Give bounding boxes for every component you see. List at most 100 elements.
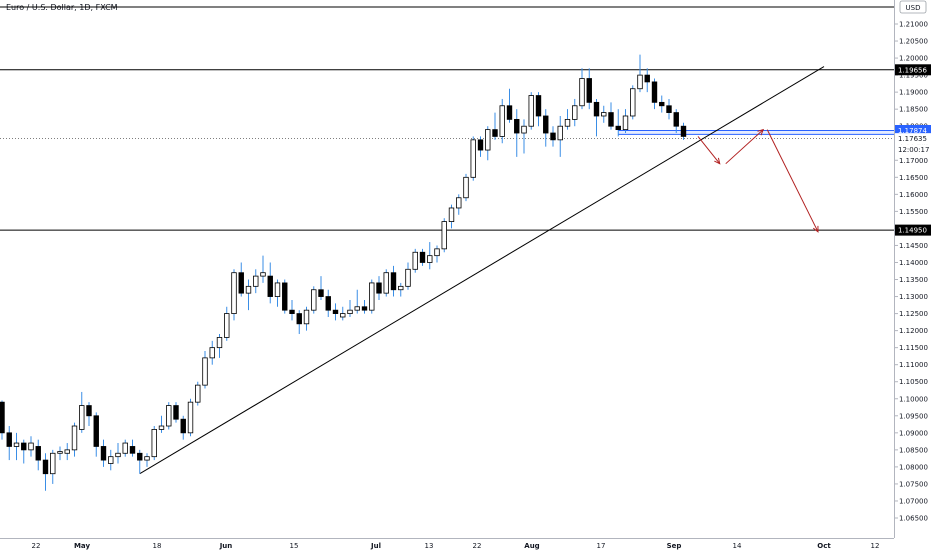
candle[interactable] xyxy=(180,415,186,440)
projection-arrow[interactable] xyxy=(697,136,721,165)
candle[interactable] xyxy=(224,306,230,341)
candle[interactable] xyxy=(195,381,201,406)
candle[interactable] xyxy=(100,439,107,467)
candle[interactable] xyxy=(35,439,41,471)
candle[interactable] xyxy=(332,303,339,321)
candle[interactable] xyxy=(492,112,498,140)
candle[interactable] xyxy=(528,92,534,130)
candle[interactable] xyxy=(412,248,418,273)
candle[interactable] xyxy=(289,299,295,321)
candle[interactable] xyxy=(680,122,687,140)
candle[interactable] xyxy=(340,306,346,321)
candle[interactable] xyxy=(398,282,404,297)
candle[interactable] xyxy=(659,95,665,113)
candle[interactable] xyxy=(666,98,672,120)
candle[interactable] xyxy=(28,436,34,457)
candle[interactable] xyxy=(311,286,317,314)
trend-line[interactable] xyxy=(139,66,825,475)
candle[interactable] xyxy=(579,68,585,110)
candle[interactable] xyxy=(564,109,571,130)
candle[interactable] xyxy=(543,109,549,147)
candle[interactable] xyxy=(347,299,353,317)
candle[interactable] xyxy=(267,262,273,304)
candle[interactable] xyxy=(456,194,462,215)
candle[interactable] xyxy=(477,136,484,157)
candle[interactable] xyxy=(50,449,56,484)
candle[interactable] xyxy=(216,334,223,358)
candle[interactable] xyxy=(644,68,650,93)
candle[interactable] xyxy=(296,310,302,335)
candle[interactable] xyxy=(151,426,157,461)
candle[interactable] xyxy=(13,432,20,461)
candle[interactable] xyxy=(390,265,397,297)
candle[interactable] xyxy=(86,402,92,427)
candle[interactable] xyxy=(608,102,614,130)
candle[interactable] xyxy=(64,443,70,461)
price-axis[interactable]: 1.06500 1.07000 1.07500 1.08000 1.08500 1.090… xyxy=(894,21,928,523)
candle[interactable] xyxy=(521,119,527,154)
candle[interactable] xyxy=(622,109,629,134)
candle[interactable] xyxy=(282,279,288,314)
candle[interactable] xyxy=(593,98,600,137)
candle[interactable] xyxy=(253,269,259,294)
candle[interactable] xyxy=(209,340,215,365)
candle[interactable] xyxy=(615,109,621,137)
candle[interactable] xyxy=(376,276,382,300)
candle[interactable] xyxy=(6,426,12,461)
projection-arrow[interactable] xyxy=(725,128,765,165)
candle[interactable] xyxy=(499,98,505,144)
candle[interactable] xyxy=(485,126,491,161)
candle[interactable] xyxy=(57,446,63,461)
candle[interactable] xyxy=(448,204,455,229)
candle[interactable] xyxy=(21,439,27,464)
candle[interactable] xyxy=(673,109,679,134)
candle[interactable] xyxy=(108,449,114,471)
candle[interactable] xyxy=(427,242,433,270)
candle[interactable] xyxy=(79,391,85,433)
candle[interactable] xyxy=(441,218,447,253)
candle[interactable] xyxy=(166,402,172,430)
candle[interactable] xyxy=(601,105,607,123)
candle[interactable] xyxy=(144,453,150,467)
candle[interactable] xyxy=(470,136,476,181)
currency-badge[interactable]: USD xyxy=(899,0,927,14)
candle[interactable] xyxy=(42,453,49,491)
candle[interactable] xyxy=(122,439,128,457)
time-axis[interactable]: 22 May 18 Jun 15 Jul 13 22 Aug 17 Sep 14 Oct 12 xyxy=(32,542,880,550)
candle[interactable] xyxy=(637,54,643,93)
candle[interactable] xyxy=(71,422,78,457)
candle[interactable] xyxy=(93,412,99,457)
candle[interactable] xyxy=(550,126,556,147)
candle[interactable] xyxy=(173,402,179,423)
candle[interactable] xyxy=(419,248,426,266)
candle[interactable] xyxy=(137,449,143,474)
candle[interactable] xyxy=(354,289,360,314)
candle[interactable] xyxy=(506,88,513,123)
candle[interactable] xyxy=(318,276,324,300)
candle[interactable] xyxy=(0,400,5,440)
candle[interactable] xyxy=(383,269,389,297)
candle[interactable] xyxy=(245,279,252,311)
candle[interactable] xyxy=(630,85,636,120)
candle[interactable] xyxy=(325,289,331,317)
candle[interactable] xyxy=(557,115,563,157)
candle[interactable] xyxy=(187,398,194,437)
candle[interactable] xyxy=(586,68,592,110)
candle[interactable] xyxy=(260,255,266,283)
candle[interactable] xyxy=(303,306,310,331)
candle[interactable] xyxy=(434,245,440,263)
projection-arrow[interactable] xyxy=(766,129,819,233)
candle[interactable] xyxy=(514,109,520,157)
candle[interactable] xyxy=(572,98,578,127)
candle[interactable] xyxy=(158,415,165,433)
candle[interactable] xyxy=(238,262,244,297)
candle[interactable] xyxy=(274,279,281,307)
candle[interactable] xyxy=(463,173,469,202)
candle[interactable] xyxy=(202,351,208,389)
candle[interactable] xyxy=(129,439,136,457)
candle[interactable] xyxy=(651,78,658,110)
candle[interactable] xyxy=(231,269,237,321)
candle[interactable] xyxy=(535,92,542,127)
candle[interactable] xyxy=(361,299,368,314)
